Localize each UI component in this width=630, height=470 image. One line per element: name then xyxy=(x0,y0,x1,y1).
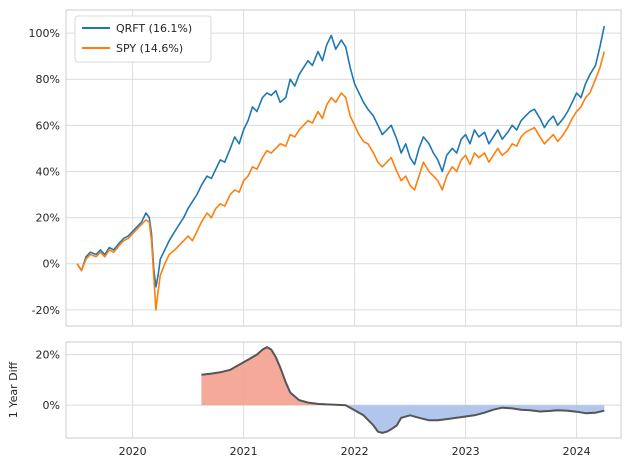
bottom-y-tick-label: 0% xyxy=(43,399,60,412)
bottom-y-tick-labels: 0% 20% xyxy=(36,349,60,413)
series-line-qrft xyxy=(76,25,606,288)
bottom-panel: 0% 20% 2020 2021 2022 2023 2024 1 Year Diff xyxy=(7,341,622,458)
legend: QRFT (16.1%) SPY (14.6%) xyxy=(74,15,212,63)
top-series xyxy=(76,25,606,311)
x-tick-label: 2020 xyxy=(119,445,147,458)
bottom-plot-frame xyxy=(65,341,622,439)
top-plot-frame xyxy=(65,9,622,327)
series-line-spy xyxy=(76,51,606,311)
top-panel: -20% 0% 20% 40% 60% 80% 100% QRFT (16.1%) SPY … xyxy=(29,9,622,327)
top-y-tick-label: 20% xyxy=(36,212,60,225)
bottom-x-tick-labels: 2020 2021 2022 2023 2024 xyxy=(119,445,591,458)
bottom-y-axis-label: 1 Year Diff xyxy=(7,361,20,418)
bottom-y-tick-label: 20% xyxy=(36,349,60,362)
x-tick-label: 2021 xyxy=(230,445,258,458)
x-tick-label: 2022 xyxy=(341,445,369,458)
bottom-series xyxy=(201,346,605,434)
top-y-tick-label: -20% xyxy=(32,304,60,317)
x-tick-label: 2023 xyxy=(452,445,480,458)
top-y-tick-labels: -20% 0% 20% 40% 60% 80% 100% xyxy=(29,27,60,317)
top-y-tick-label: 0% xyxy=(43,258,60,271)
diff-line xyxy=(201,346,605,434)
legend-label-spy: SPY (14.6%) xyxy=(116,42,183,55)
negative-diff-area xyxy=(345,405,605,433)
top-y-tick-label: 100% xyxy=(29,27,60,40)
legend-label-qrft: QRFT (16.1%) xyxy=(116,22,192,35)
positive-diff-area xyxy=(201,347,346,406)
top-y-tick-label: 80% xyxy=(36,73,60,86)
top-y-tick-label: 60% xyxy=(36,119,60,132)
x-tick-label: 2024 xyxy=(563,445,591,458)
top-y-tick-label: 40% xyxy=(36,165,60,178)
